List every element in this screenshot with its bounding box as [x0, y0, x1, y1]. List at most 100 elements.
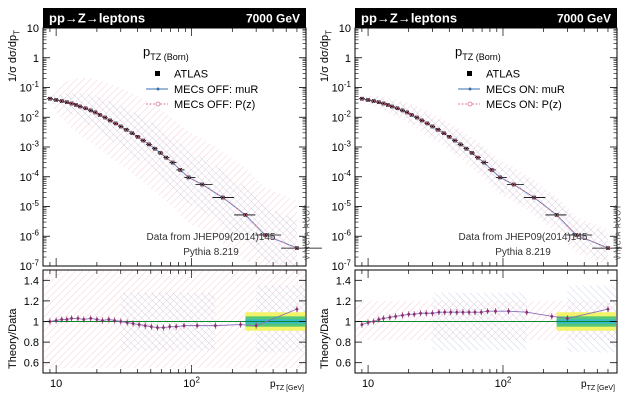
data-point [436, 127, 440, 132]
pz-point [410, 113, 414, 117]
pz-point [93, 110, 97, 114]
pz-point [430, 124, 434, 128]
source-note: Data from JHEP09(2014)145 [459, 232, 588, 243]
ratio-point [479, 310, 483, 314]
x-axis-label: pTZ [GeV] [581, 379, 615, 392]
y-tick-label: 10-3 [20, 139, 40, 154]
ratio-tick-label: 0.6 [336, 358, 351, 370]
pz-point [171, 161, 175, 165]
ratio-point [394, 314, 398, 318]
data-point [574, 233, 579, 237]
data-point [135, 135, 140, 139]
data-point [74, 103, 78, 107]
ratio-point [461, 310, 465, 314]
legend-label-data: ATLAS [486, 69, 520, 81]
y-tick-label: 1 [33, 53, 39, 65]
ratio-point [182, 324, 186, 328]
y-axis-label: 1/σ dσ/dpT [7, 30, 21, 82]
data-point [59, 99, 64, 103]
y-tick-label: 10-7 [20, 258, 40, 273]
data-point [554, 213, 559, 217]
data-point [164, 155, 169, 160]
data-point [83, 106, 88, 111]
data-point [113, 121, 118, 126]
ratio-point [76, 317, 80, 320]
pz-point [442, 131, 446, 135]
data-point [158, 151, 163, 155]
ratio-point [550, 314, 554, 318]
data-point [97, 113, 102, 117]
ratio-point [95, 318, 99, 321]
pz-point [574, 233, 578, 237]
pz-point [360, 97, 364, 101]
pz-point [84, 106, 88, 110]
y-tick-label: 10-4 [332, 169, 352, 184]
data-point [419, 118, 424, 123]
data-point [415, 115, 419, 120]
pz-point [532, 196, 536, 200]
header-bar [43, 8, 306, 28]
ratio-series-line [361, 308, 609, 326]
data-point [371, 99, 376, 103]
ratio-point [407, 312, 411, 316]
ratio-point [494, 309, 497, 313]
pz-point [555, 213, 559, 217]
data-point [108, 118, 112, 123]
pz-point [512, 182, 516, 186]
ratio-axis-label: Theory/Data [319, 308, 331, 369]
ratio-point [372, 320, 376, 323]
pz-point [187, 175, 191, 179]
data-point [118, 124, 123, 129]
data-point [532, 195, 536, 200]
pz-point [141, 139, 145, 143]
data-point [69, 101, 74, 106]
pz-point [395, 106, 399, 110]
data-point [489, 168, 494, 172]
data-point [78, 104, 82, 109]
ratio-point [107, 318, 111, 321]
y-tick-label: 10-2 [20, 110, 40, 125]
ratio-tick-label: 1.4 [336, 275, 351, 287]
ratio-point [366, 321, 370, 324]
data-point [141, 138, 146, 143]
legend-label-pz: MECs ON: P(z) [486, 99, 562, 111]
watermark-text: VINCIA ROOT [616, 204, 622, 260]
energy-label: 7000 GeV [246, 12, 300, 26]
y-tick-label: 10 [27, 23, 39, 35]
pz-point [464, 147, 468, 151]
ratio-point [149, 325, 153, 329]
ratio-point [131, 322, 135, 325]
pz-point [147, 142, 151, 146]
ratio-point [168, 325, 172, 329]
ratio-point [239, 323, 242, 326]
y-tick-label: 1 [345, 53, 351, 65]
data-point [366, 98, 370, 102]
y-tick-label: 10-5 [332, 199, 352, 214]
legend-marker-pz [155, 101, 161, 107]
pz-point [153, 147, 157, 151]
legend-label-pz: MECs OFF: P(z) [174, 99, 255, 111]
legend-label-muR: MECs ON: muR [486, 84, 565, 96]
data-point [170, 160, 175, 165]
pz-point [159, 151, 163, 155]
pz-point [295, 246, 299, 250]
ratio-point [162, 326, 165, 330]
data-point [103, 115, 107, 120]
data-point [395, 106, 400, 111]
y-tick-label: 10-4 [20, 169, 40, 184]
ratio-point [254, 324, 258, 328]
pz-point [490, 168, 494, 172]
data-point [385, 103, 390, 107]
ratio-point [565, 317, 569, 320]
ratio-point [486, 309, 490, 313]
data-point [425, 121, 430, 126]
ratio-point [431, 311, 434, 315]
pz-point [420, 118, 424, 122]
ratio-tick-label: 0.8 [336, 337, 351, 349]
ratio-point [70, 317, 73, 320]
pz-point [124, 128, 128, 132]
pz-point [606, 246, 610, 250]
data-point [186, 175, 191, 180]
legend-label-muR: MECs OFF: muR [174, 84, 258, 96]
ratio-point [467, 310, 471, 314]
